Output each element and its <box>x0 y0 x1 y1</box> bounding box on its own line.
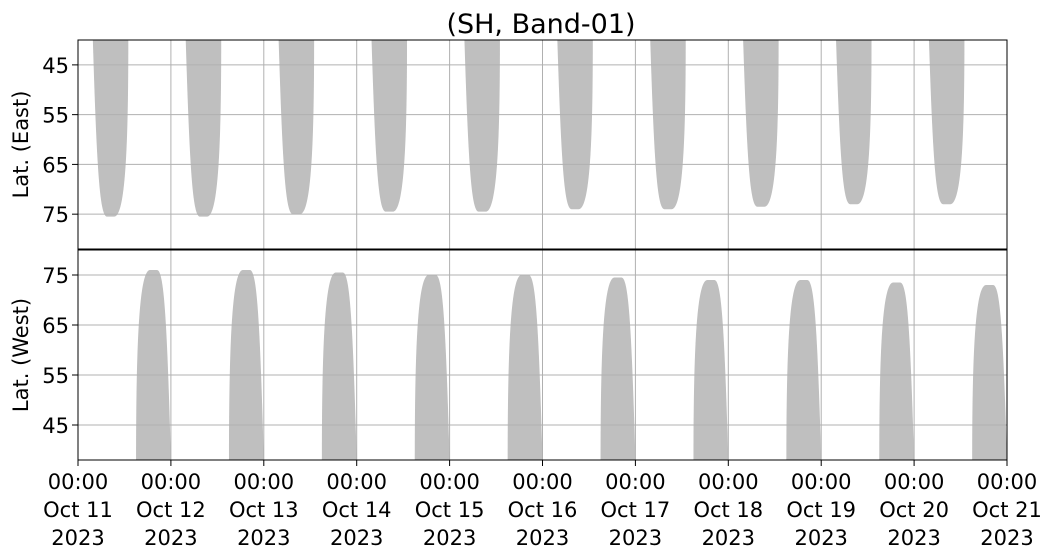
coverage-blob <box>972 285 1007 460</box>
panel-east: 45 55 65 75 Lat. (East) <box>9 39 1008 250</box>
x-axis: 00:00 Oct 11 2023 00:00 Oct 12 2023 00:00 Oct 1… <box>43 460 1042 550</box>
coverage-blob <box>371 40 408 212</box>
x-tick-label: 00:00 Oct 15 2023 <box>415 470 485 550</box>
coverage-blob <box>228 270 264 460</box>
coverage-blob <box>464 40 500 212</box>
coverage-blob <box>650 40 686 210</box>
y-tick-label: 65 <box>42 153 69 177</box>
x-tick-label: 00:00 Oct 19 2023 <box>786 470 856 550</box>
x-tick-label: 00:00 Oct 11 2023 <box>43 470 113 550</box>
y-tick-label: 75 <box>42 264 69 288</box>
coverage-blob <box>836 40 872 205</box>
coverage-blob <box>136 270 171 460</box>
x-tick-label: 00:00 Oct 18 2023 <box>693 470 763 550</box>
x-tick-label: 00:00 Oct 14 2023 <box>322 470 392 550</box>
x-tick-label: 00:00 Oct 21 2023 <box>972 470 1042 550</box>
x-tick-label: 00:00 Oct 17 2023 <box>601 470 671 550</box>
coverage-blob <box>693 280 729 460</box>
x-tick-label: 00:00 Oct 13 2023 <box>229 470 299 550</box>
coverage-blob <box>278 40 315 215</box>
coverage-blob <box>557 40 593 210</box>
coverage-blob <box>414 275 450 460</box>
y-axis-label: Lat. (West) <box>9 298 33 412</box>
chart-title: (SH, Band-01) <box>446 9 635 40</box>
y-axis-label: Lat. (East) <box>9 91 33 199</box>
coverage-blob <box>321 272 357 460</box>
coverage-blob <box>600 277 636 460</box>
x-tick-label: 00:00 Oct 20 2023 <box>879 470 949 550</box>
y-tick-label: 55 <box>42 104 69 128</box>
coverage-blob <box>507 275 543 460</box>
y-tick-label: 45 <box>42 54 69 78</box>
y-tick-label: 75 <box>42 203 69 227</box>
y-tick-label: 45 <box>42 414 69 438</box>
coverage-blob <box>92 40 129 217</box>
y-tick-label: 55 <box>42 364 69 388</box>
panel-west: 45 55 65 75 Lat. (West) <box>9 249 1008 461</box>
plot-frame <box>77 39 1008 250</box>
x-tick-label: 00:00 Oct 16 2023 <box>508 470 578 550</box>
coverage-blob <box>786 280 822 460</box>
coverage-blob <box>743 40 779 207</box>
coverage-blob <box>928 40 965 205</box>
y-tick-label: 65 <box>42 314 69 338</box>
x-tick-label: 00:00 Oct 12 2023 <box>136 470 206 550</box>
coverage-blob <box>185 40 222 217</box>
coverage-blob <box>879 282 915 460</box>
